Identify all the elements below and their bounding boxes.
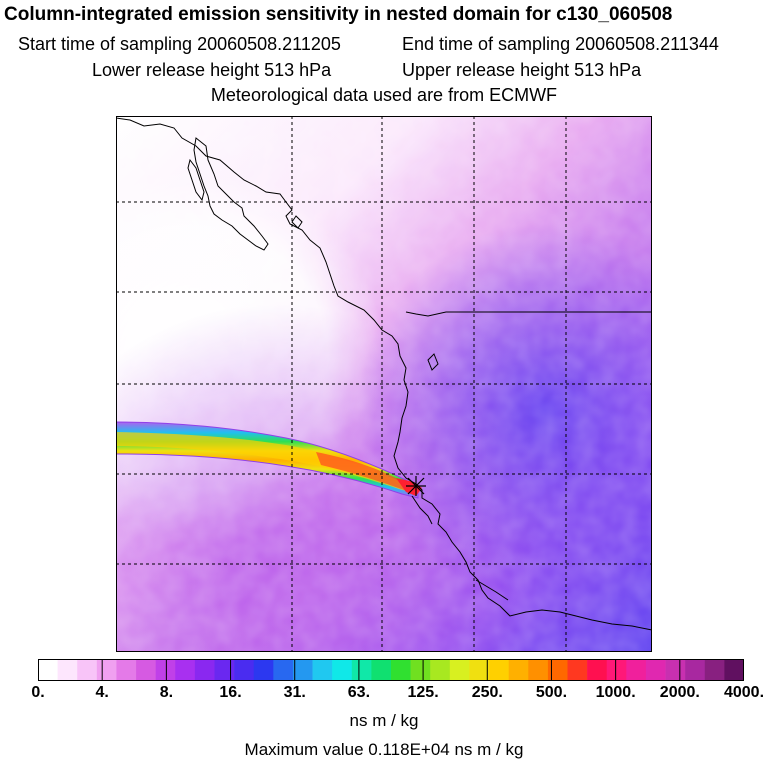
colorbar-swatch bbox=[116, 659, 137, 681]
colorbar-swatch bbox=[587, 659, 608, 681]
plot-title: Column-integrated emission sensitivity i… bbox=[4, 4, 673, 25]
colorbar-swatch bbox=[77, 659, 98, 681]
colorbar-swatch bbox=[724, 659, 744, 681]
colorbar-swatch bbox=[292, 659, 313, 681]
end-time-label: End time of sampling 20060508.211344 bbox=[402, 34, 719, 54]
colorbar-swatch bbox=[38, 659, 58, 681]
colorbar-swatch bbox=[449, 659, 470, 681]
colorbar-swatch bbox=[214, 659, 235, 681]
colorbar-tick-label: 4. bbox=[95, 684, 109, 701]
colorbar-swatch bbox=[469, 659, 490, 681]
colorbar-tick-label: 8. bbox=[159, 684, 174, 701]
colorbar-swatch bbox=[351, 659, 372, 681]
lat-lon-grid bbox=[116, 116, 652, 652]
colorbar-tick-label: 1000. bbox=[595, 684, 636, 701]
colorbar-swatch bbox=[685, 659, 706, 681]
colorbar-tick-label: 2000. bbox=[659, 684, 700, 701]
colorbar-swatch bbox=[665, 659, 686, 681]
emission-plume bbox=[116, 421, 422, 499]
colorbar-swatch bbox=[430, 659, 451, 681]
colorbar-tick-label: 500. bbox=[535, 684, 568, 701]
colorbar-swatch bbox=[606, 659, 627, 681]
colorbar-tick-label: 125. bbox=[407, 684, 439, 701]
colorbar-frame bbox=[38, 659, 744, 681]
colorbar-swatch bbox=[194, 659, 215, 681]
colorbar-tick-label: 63. bbox=[347, 684, 371, 701]
colorbar-swatch bbox=[175, 659, 196, 681]
sensitivity-map bbox=[116, 116, 652, 652]
colorbar-swatch bbox=[273, 659, 294, 681]
colorbar-tick-label: 4000. bbox=[723, 684, 765, 701]
colorbar-swatch bbox=[312, 659, 333, 681]
colorbar-swatch bbox=[371, 659, 392, 681]
colorbar-swatch bbox=[332, 659, 353, 681]
colorbar-swatch bbox=[410, 659, 431, 681]
start-time-label: Start time of sampling 20060508.211205 bbox=[18, 34, 341, 54]
met-data-label: Meteorological data used are from ECMWF bbox=[210, 85, 558, 105]
colorbar-swatch bbox=[489, 659, 509, 681]
colorbar-swatch bbox=[136, 659, 156, 681]
colorbar-swatch bbox=[626, 659, 647, 681]
colorbar-tick-label: 31. bbox=[283, 684, 306, 701]
colorbar-swatch bbox=[96, 659, 117, 681]
colorbar-tick-label: 0. bbox=[31, 684, 45, 701]
colorbar-swatch bbox=[508, 659, 529, 681]
release-point-marker bbox=[406, 476, 426, 496]
colorbar-swatch bbox=[234, 659, 255, 681]
colorbar-swatch bbox=[155, 659, 176, 681]
colorbar-swatch bbox=[547, 659, 568, 681]
lower-release-label: Lower release height 513 hPa bbox=[92, 60, 332, 80]
colorbar-swatch bbox=[391, 659, 411, 681]
colorbar-unit: ns m / kg bbox=[349, 711, 419, 730]
map-frame bbox=[116, 116, 652, 652]
colorbar-swatch bbox=[704, 659, 725, 681]
colorbar-swatch bbox=[567, 659, 588, 681]
max-value-label: Maximum value 0.118E+04 ns m / kg bbox=[244, 740, 524, 759]
colorbar-swatch bbox=[57, 659, 78, 681]
colorbar-tick-label: 16. bbox=[219, 684, 242, 701]
colorbar bbox=[38, 659, 744, 681]
colorbar-swatch bbox=[645, 659, 666, 681]
upper-release-label: Upper release height 513 hPa bbox=[402, 60, 642, 80]
colorbar-swatch bbox=[528, 659, 549, 681]
colorbar-tick-label: 250. bbox=[471, 684, 503, 701]
colorbar-swatch bbox=[253, 659, 274, 681]
coastline bbox=[116, 117, 652, 631]
